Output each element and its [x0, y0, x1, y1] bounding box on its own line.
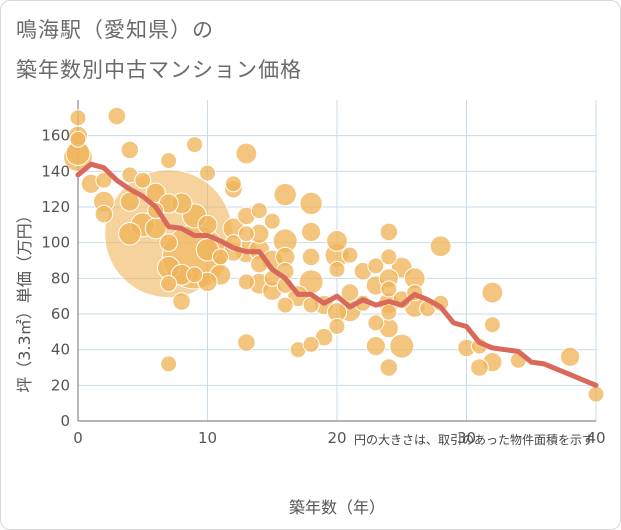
data-point	[340, 283, 360, 302]
data-point	[69, 109, 87, 127]
x-tick-label: 30	[457, 429, 476, 447]
data-point	[326, 229, 348, 252]
x-tick-label: 20	[327, 429, 346, 447]
chart-title-line2: 築年数別中古マンション価格	[16, 58, 302, 82]
data-point	[186, 266, 204, 284]
x-tick-label: 10	[198, 429, 217, 447]
data-point	[560, 346, 581, 367]
x-tick-label: 40	[586, 429, 605, 447]
data-point	[299, 191, 323, 216]
trend-line	[75, 161, 599, 388]
x-tick-label: 0	[73, 429, 83, 447]
data-point	[379, 358, 399, 377]
data-point	[380, 280, 398, 298]
data-point	[263, 212, 281, 230]
data-point	[172, 292, 191, 311]
data-point	[95, 171, 113, 189]
y-tick-label: 0	[60, 412, 70, 430]
data-point	[380, 303, 398, 321]
data-point	[302, 335, 320, 353]
data-point	[199, 164, 216, 182]
x-axis-label: 築年数（年）	[289, 498, 385, 517]
data-point	[119, 191, 140, 212]
data-point	[224, 175, 242, 193]
data-point	[120, 140, 140, 160]
data-point	[483, 316, 501, 334]
data-point	[276, 296, 294, 314]
data-point	[367, 314, 385, 332]
data-point	[118, 222, 142, 246]
data-point	[481, 281, 504, 304]
data-point	[211, 248, 229, 266]
tick-labels: 0 20 40 60 80 100 120 140 160 0 10 20 30 40	[41, 127, 605, 447]
data-point	[235, 142, 258, 165]
data-point	[94, 204, 114, 224]
data-point	[237, 225, 255, 243]
y-axis-label: 坪（3.3㎡）単価（万円）	[15, 207, 34, 392]
data-point	[587, 385, 605, 403]
y-tick-label: 160	[41, 127, 70, 145]
data-point	[107, 106, 127, 126]
y-tick-label: 100	[41, 234, 70, 252]
data-point	[389, 333, 415, 359]
data-point	[237, 273, 255, 291]
data-point	[367, 257, 385, 275]
bubble-layer	[63, 106, 605, 403]
y-tick-label: 80	[51, 269, 70, 287]
data-point	[69, 130, 87, 148]
y-tick-label: 40	[51, 341, 70, 359]
data-point	[470, 358, 489, 377]
data-point	[328, 317, 346, 335]
data-point	[160, 152, 178, 170]
data-point	[341, 246, 359, 264]
data-point	[365, 336, 386, 357]
y-tick-label: 140	[41, 162, 70, 180]
data-point	[160, 275, 178, 293]
data-point	[301, 221, 322, 243]
data-point	[134, 171, 152, 189]
data-point	[429, 235, 452, 258]
data-point	[160, 355, 178, 373]
data-point	[197, 214, 218, 235]
data-point	[328, 260, 346, 278]
y-tick-label: 120	[41, 198, 70, 216]
data-point	[186, 136, 204, 154]
bubble-size-note: 円の大きさは、取引のあった物件面積を示す	[354, 432, 594, 447]
data-point	[250, 202, 268, 220]
data-point	[379, 222, 399, 242]
data-point	[301, 247, 321, 267]
y-tick-label: 60	[51, 305, 70, 323]
data-point	[159, 233, 178, 252]
data-point	[380, 248, 398, 266]
chart-title-line1: 鳴海駅（愛知県）の	[16, 18, 214, 42]
y-tick-label: 20	[51, 376, 70, 394]
data-point	[237, 333, 256, 352]
data-point	[273, 182, 297, 207]
